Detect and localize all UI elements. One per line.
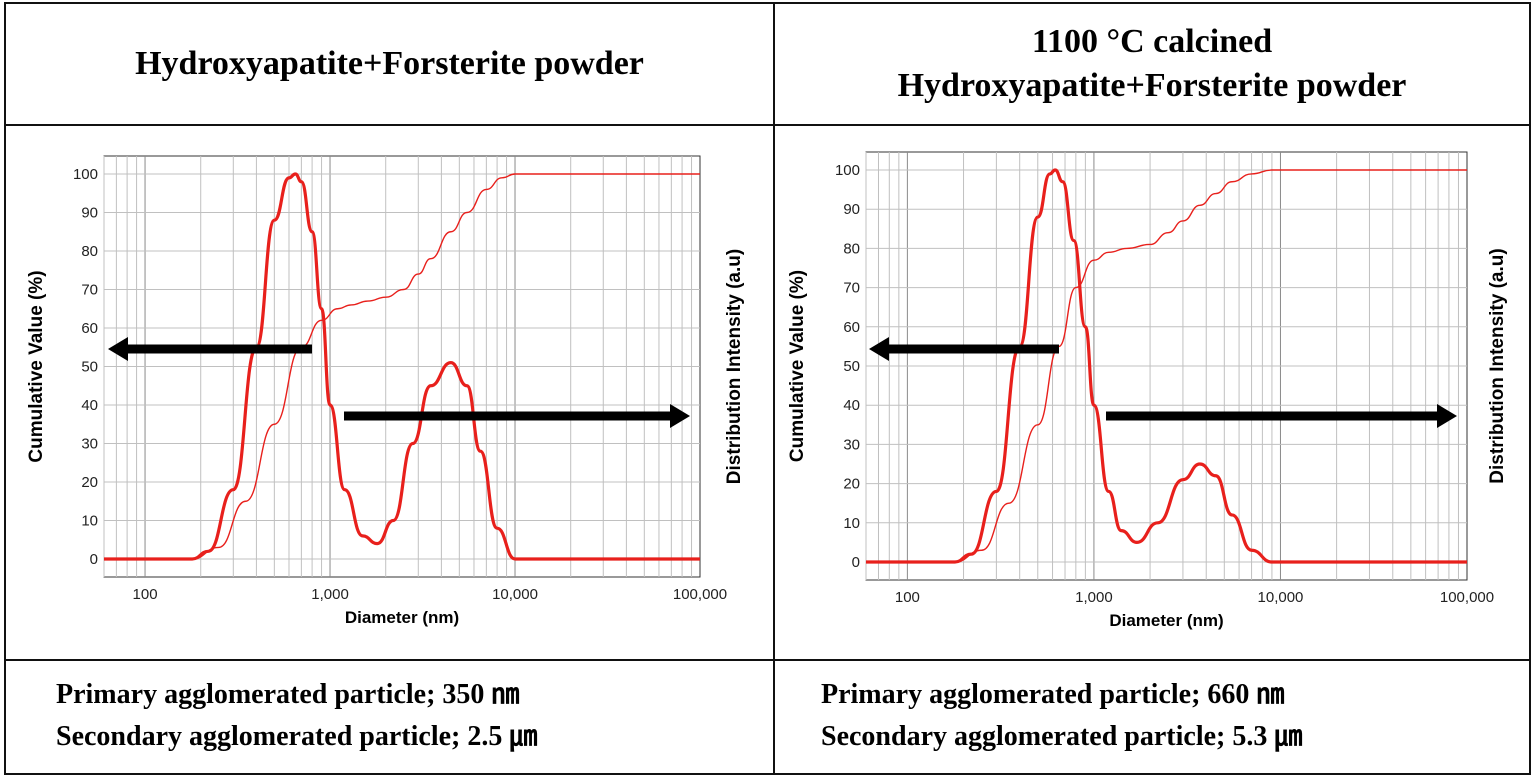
x-tick-label: 1,000 (1075, 589, 1113, 606)
x-tick-label: 100 (895, 589, 920, 606)
y-tick-label: 40 (843, 397, 860, 414)
x-tick-label: 100,000 (1440, 589, 1494, 606)
left-primary-particle-text: Primary agglomerated particle; 350 ㎚ (56, 679, 520, 710)
x-axis-label: Diameter (nm) (345, 608, 459, 627)
left-panel-header: Hydroxyapatite+Forsterite powder (6, 4, 773, 124)
right-panel-title-line1: 1100 °C calcined (1031, 22, 1273, 60)
y-tick-label: 0 (852, 554, 860, 571)
x-tick-label: 100 (133, 586, 158, 603)
y2-axis-label: Distribution Intensity (a.u) (1487, 248, 1508, 483)
x-axis-label: Diameter (nm) (1109, 611, 1223, 630)
right-panel-title-line2: Hydroxyapatite+Forsterite powder (897, 67, 1407, 104)
cumulative-value-curve (866, 169, 1467, 563)
cumulative-value-curve (103, 173, 700, 560)
header-divider (6, 124, 1529, 126)
y-tick-label: 80 (843, 240, 860, 257)
y-tick-label: 50 (81, 359, 98, 376)
right-arrow-head (1437, 404, 1457, 428)
y-axis-label: Cumulative Value (%) (787, 270, 808, 462)
y-tick-label: 60 (843, 319, 860, 336)
left-secondary-particle-text: Secondary agglomerated particle; 2.5 ㎛ (56, 721, 538, 752)
left-particle-size-chart: 0 10 20 30 40 50 60 70 80 90 100 100 1,000 10,000 100,… (26, 155, 745, 627)
y-tick-label: 30 (843, 436, 860, 453)
x-tick-label: 1,000 (311, 586, 349, 603)
x-tick-label: 10,000 (1258, 589, 1304, 606)
y-tick-label: 90 (81, 205, 98, 222)
y-tick-label: 10 (81, 513, 98, 530)
y-tick-label: 50 (843, 358, 860, 375)
left-panel-title: Hydroxyapatite+Forsterite powder (135, 44, 644, 82)
y2-axis-label: Distribution Intensity (a.u) (724, 249, 745, 484)
y-tick-label: 20 (843, 476, 860, 493)
column-divider (773, 4, 775, 773)
x-tick-label: 100,000 (673, 586, 727, 603)
y-tick-label: 80 (81, 243, 98, 260)
footer-divider (6, 659, 1529, 661)
y-tick-label: 70 (843, 280, 860, 297)
right-panel-header: 1100 °C calcined Hydroxyapatite+Forsteri… (775, 4, 1529, 124)
right-panel-footer: Primary agglomerated particle; 660 ㎚ Sec… (821, 674, 1521, 758)
right-particle-size-chart: 0 10 20 30 40 50 60 70 80 90 100 100 1,000 10,000 100,… (787, 151, 1508, 630)
y-tick-label: 10 (843, 515, 860, 532)
y-tick-label: 100 (835, 162, 860, 179)
distribution-intensity-curve (866, 168, 1467, 564)
y-tick-label: 90 (843, 201, 860, 218)
figure-table: Hydroxyapatite+Forsterite powder 1100 °C… (4, 2, 1531, 775)
y-axis-label: Cumulative Value (%) (26, 270, 47, 462)
y-tick-label: 20 (81, 474, 98, 491)
right-arrow-head (670, 404, 690, 428)
y-tick-label: 60 (81, 320, 98, 337)
y-tick-label: 70 (81, 282, 98, 299)
right-secondary-particle-text: Secondary agglomerated particle; 5.3 ㎛ (821, 721, 1303, 752)
right-primary-particle-text: Primary agglomerated particle; 660 ㎚ (821, 679, 1285, 710)
x-tick-label: 10,000 (492, 586, 538, 603)
y-tick-label: 100 (73, 166, 98, 183)
y-tick-label: 0 (90, 551, 98, 568)
y-tick-label: 40 (81, 397, 98, 414)
y-tick-label: 30 (81, 436, 98, 453)
left-arrow-head (108, 337, 128, 361)
left-arrow-head (869, 337, 889, 361)
left-panel-footer: Primary agglomerated particle; 350 ㎚ Sec… (56, 674, 766, 758)
